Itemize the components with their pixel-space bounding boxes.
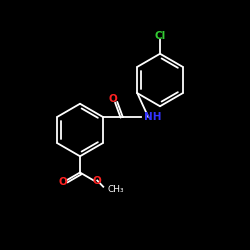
Text: NH: NH [144, 112, 161, 122]
Text: O: O [108, 94, 117, 104]
Text: O: O [93, 176, 102, 186]
Text: Cl: Cl [154, 31, 166, 41]
Text: CH₃: CH₃ [108, 186, 124, 194]
Text: O: O [58, 177, 67, 187]
